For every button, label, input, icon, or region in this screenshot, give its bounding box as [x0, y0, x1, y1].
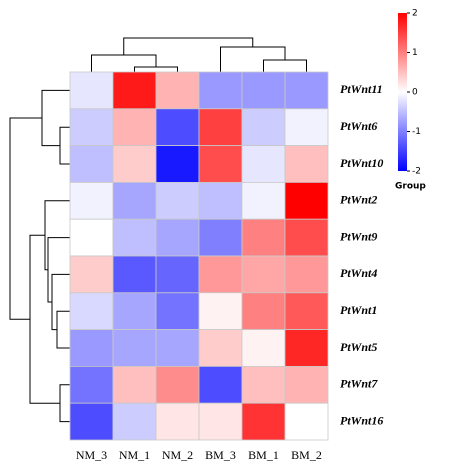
- heatmap-cell: [112, 365, 157, 404]
- heatmap-cell: [69, 365, 114, 404]
- column-label: NM_2: [162, 448, 193, 462]
- heatmap-cell: [69, 292, 114, 330]
- heatmap-cell: [69, 329, 114, 367]
- column-dendrogram: [91, 37, 307, 72]
- row-label: PtWnt2: [340, 193, 377, 207]
- heatmap-cell: [284, 329, 329, 367]
- heatmap-cell: [112, 108, 157, 147]
- column-label: NM_3: [76, 448, 107, 462]
- heatmap-cell: [241, 218, 286, 257]
- heatmap-cell: [155, 329, 200, 367]
- heatmap-cell: [198, 292, 243, 330]
- row-label: PtWnt5: [340, 340, 377, 354]
- column-label: BM_3: [205, 448, 236, 462]
- heatmap-cell: [198, 145, 243, 183]
- heatmap-cell: [198, 365, 243, 404]
- heatmap-cell: [69, 218, 114, 257]
- heatmap-cell: [69, 181, 114, 220]
- colorbar-tick-label: -2: [412, 167, 421, 177]
- heatmap-cell: [69, 402, 114, 441]
- heatmap-cell: [155, 292, 200, 330]
- heatmap-cell: [112, 181, 157, 220]
- heatmap-cell: [241, 365, 286, 404]
- heatmap-cell: [284, 108, 329, 147]
- column-label: NM_1: [119, 448, 150, 462]
- heatmap-cell: [198, 402, 243, 441]
- heatmap-cell: [198, 181, 243, 220]
- row-label: PtWnt1: [340, 303, 377, 317]
- heatmap-cell: [284, 181, 329, 220]
- heatmap-cell: [69, 71, 114, 110]
- heatmap-cell: [155, 365, 200, 404]
- heatmap-cell: [198, 218, 243, 257]
- colorbar-tick-label: 0: [412, 88, 418, 98]
- heatmap-cell: [284, 71, 329, 110]
- row-label: PtWnt10: [340, 156, 383, 170]
- heatmap-cell: [112, 255, 157, 294]
- heatmap-cell: [198, 329, 243, 367]
- row-label: PtWnt4: [340, 266, 377, 280]
- row-label: PtWnt11: [340, 82, 383, 96]
- heatmap-cell: [112, 329, 157, 367]
- row-label: PtWnt16: [340, 413, 383, 427]
- heatmap-cell: [241, 145, 286, 183]
- heatmap-cell: [155, 108, 200, 147]
- column-label: BM_1: [248, 448, 279, 462]
- heatmap-cell: [155, 145, 200, 183]
- heatmap-cell: [69, 145, 114, 183]
- heatmap-cell: [112, 218, 157, 257]
- heatmap-cell: [241, 255, 286, 294]
- heatmap-cell: [112, 402, 157, 441]
- heatmap-cell: [112, 292, 157, 330]
- heatmap-cell: [284, 292, 329, 330]
- heatmap-cell: [198, 108, 243, 147]
- row-label: PtWnt9: [340, 229, 377, 243]
- heatmap-cell: [155, 181, 200, 220]
- heatmap-cell: [284, 218, 329, 257]
- heatmap-cell: [155, 402, 200, 441]
- heatmap-cell: [198, 71, 243, 110]
- row-label: PtWnt7: [340, 377, 378, 391]
- heatmap-cell: [284, 255, 329, 294]
- heatmap-cell: [155, 218, 200, 257]
- heatmap-cell: [241, 181, 286, 220]
- heatmap-cell: [284, 145, 329, 183]
- heatmap-cell: [155, 71, 200, 110]
- heatmap-cell: [155, 255, 200, 294]
- colorbar: [398, 13, 407, 171]
- heatmap-cell: [284, 365, 329, 404]
- heatmap-cell: [241, 71, 286, 110]
- heatmap-cell: [112, 71, 157, 110]
- column-label: BM_2: [291, 448, 322, 462]
- legend-title: Group: [395, 182, 426, 192]
- heatmap-cell: [241, 402, 286, 441]
- heatmap-cell: [112, 145, 157, 183]
- heatmap-cell: [69, 108, 114, 147]
- heatmap-cell: [198, 255, 243, 294]
- colorbar-tick-label: -1: [412, 127, 421, 137]
- colorbar-tick-label: 1: [412, 48, 418, 58]
- row-label: PtWnt6: [340, 119, 377, 133]
- colorbar-tick-label: 2: [412, 9, 418, 19]
- heatmap-cell: [241, 329, 286, 367]
- heatmap-cell: [69, 255, 114, 294]
- heatmap-cell: [241, 108, 286, 147]
- heatmap-cell: [241, 292, 286, 330]
- row-dendrogram: [9, 89, 70, 423]
- heatmap-cell: [284, 402, 329, 441]
